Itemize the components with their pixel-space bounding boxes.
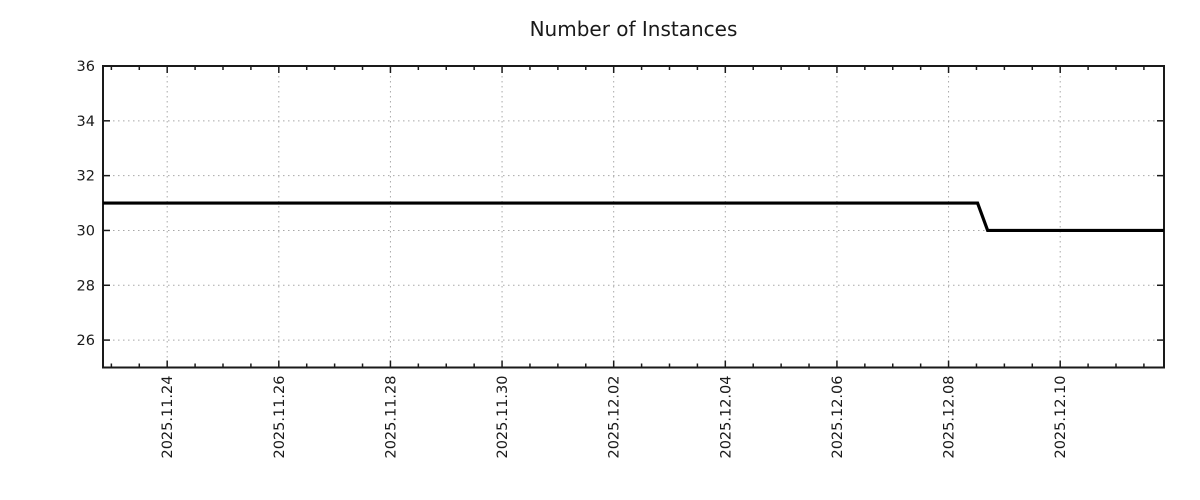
x-tick-label: 2025.12.02 [607,376,623,459]
y-tick-label: 28 [77,278,95,294]
x-tick-label: 2025.11.30 [495,376,511,459]
x-tick-label: 2025.12.10 [1053,376,1069,459]
plot-border [102,65,1165,369]
x-tick-label: 2025.11.24 [160,376,176,459]
y-tick-label: 34 [77,114,95,130]
y-tick-label: 26 [77,333,95,349]
y-tick-label: 30 [77,223,95,239]
x-tick-label: 2025.12.04 [718,376,734,459]
x-tick-label: 2025.12.08 [942,376,958,459]
x-tick-label: 2025.12.06 [830,376,846,459]
y-tick-label: 36 [77,59,95,75]
x-tick-label: 2025.11.28 [383,376,399,459]
x-tick-label: 2025.11.26 [272,376,288,459]
chart-title: Number of Instances [529,17,738,41]
series-line [103,201,1164,233]
y-tick-label: 32 [77,169,95,185]
